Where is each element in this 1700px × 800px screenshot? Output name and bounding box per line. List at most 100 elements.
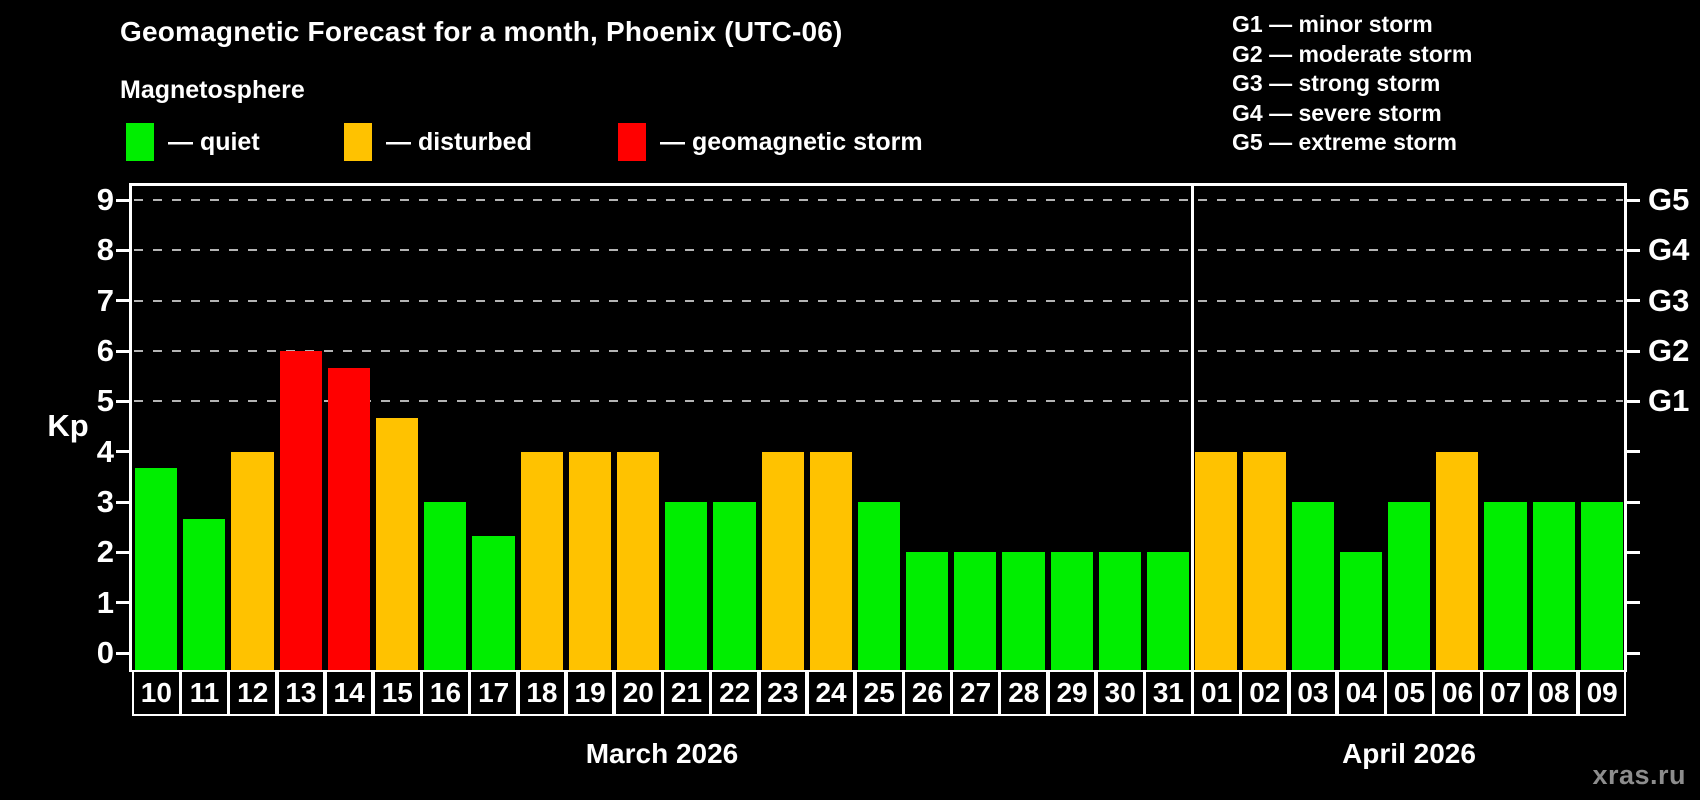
kp-bar-day-18 [520,451,563,670]
g4-legend-line: G4 — severe storm [1232,99,1442,126]
kp-tick-label: 3 [96,484,114,519]
kp-bar-day-02 [1243,451,1286,670]
left-axis-tick [116,450,129,454]
kp-bar-day-19 [568,451,611,670]
day-label: 01 [1192,670,1241,716]
day-label: 31 [1144,670,1193,716]
day-label: 29 [1047,670,1097,716]
kp-bar-day-10 [135,468,178,670]
kp-tick-label: 1 [96,584,114,620]
kp-tick-label: 6 [96,333,114,368]
kp-tick-label: 9 [96,182,114,217]
kp-bar-day-31 [1147,552,1190,670]
day-label: 03 [1288,670,1338,716]
kp-bar-day-16 [424,502,467,670]
magnetosphere-subtitle: Magnetosphere [120,76,305,104]
day-label: 21 [662,670,711,716]
left-axis-tick [116,198,129,202]
g-axis-label-g2: G2 [1648,333,1690,368]
gridline-g2 [134,350,1623,352]
right-axis-tick [1627,450,1640,454]
plot-area [129,183,1627,672]
kp-bar-day-07 [1484,502,1527,670]
g-scale-legend: G1 — minor storm G2 — moderate storm G3 … [1232,10,1472,158]
left-axis-tick [116,399,129,403]
day-label: 19 [565,670,615,716]
legend-item-disturbed: — disturbed [344,122,532,162]
left-axis-tick [116,500,129,504]
left-axis-tick [116,349,129,353]
right-axis-tick [1627,349,1640,353]
kp-bar-day-04 [1339,552,1383,670]
right-axis-tick [1627,198,1640,202]
kp-bar-day-29 [1050,552,1093,670]
kp-bar-day-09 [1580,502,1623,670]
kp-bar-day-21 [665,502,708,670]
day-label: 15 [372,670,422,716]
day-label: 30 [1095,670,1145,716]
day-label: 05 [1385,670,1434,716]
left-axis-tick [116,651,129,655]
legend-label-storm: — geomagnetic storm [660,128,923,156]
kp-tick-label: 8 [96,232,114,268]
chart-title: Geomagnetic Forecast for a month, Phoeni… [120,16,843,47]
day-label: 28 [999,670,1049,716]
disturbed-swatch-icon [344,123,372,161]
kp-tick-label: 5 [96,383,114,419]
g-axis-label-g4: G4 [1648,232,1690,268]
legend-item-quiet: — quiet [126,122,260,162]
left-axis-tick [116,299,129,303]
kp-bar-day-22 [713,502,756,670]
kp-bar-day-17 [472,535,515,670]
gridline-g4 [134,249,1623,252]
right-axis-tick [1627,248,1640,252]
g2-legend-line: G2 — moderate storm [1232,40,1473,67]
kp-bar-day-30 [1098,552,1142,670]
day-label: 10 [132,670,181,716]
day-label: 06 [1433,670,1482,716]
kp-bar-day-25 [857,502,901,670]
kp-bar-day-26 [906,552,949,670]
kp-bar-day-11 [183,518,226,670]
kp-bar-day-24 [809,451,852,670]
day-label: 27 [951,670,1000,716]
day-label: 22 [710,670,759,716]
day-label: 24 [806,670,856,716]
kp-tick-label: 7 [96,282,114,318]
left-axis-tick [116,550,129,554]
month-divider-line [1191,183,1194,670]
kp-bar-day-14 [327,367,370,670]
day-label: 11 [180,670,229,716]
g1-legend-line: G1 — minor storm [1232,11,1433,37]
legend-label-quiet: — quiet [168,128,260,156]
month-label-april: April 2026 [1342,738,1476,769]
right-axis-tick [1627,500,1640,504]
right-axis-tick [1627,601,1640,605]
right-axis-tick [1627,550,1640,554]
kp-bar-day-20 [616,451,660,670]
quiet-swatch-icon [126,123,154,161]
day-label: 25 [854,670,904,716]
left-axis-tick [116,248,129,252]
kp-bar-day-06 [1436,451,1479,670]
day-label: 02 [1240,670,1290,716]
day-label: 26 [903,670,952,716]
day-label: 16 [421,670,470,716]
day-label: 18 [517,670,567,716]
day-label: 07 [1481,670,1531,716]
kp-bar-day-08 [1532,502,1575,670]
day-label: 17 [469,670,519,716]
g5-legend-line: G5 — extreme storm [1232,129,1457,155]
gridline-g3 [134,299,1623,302]
left-axis-tick [116,601,129,605]
g-axis-label-g3: G3 [1648,282,1690,318]
kp-bar-day-27 [954,552,997,670]
g-axis-label-g1: G1 [1648,383,1690,419]
kp-bar-day-01 [1195,451,1238,670]
day-label: 08 [1529,670,1579,716]
kp-tick-label: 4 [96,433,114,469]
watermark: xras.ru [1592,760,1686,790]
day-label: 09 [1577,670,1627,716]
day-label: 20 [613,670,663,716]
